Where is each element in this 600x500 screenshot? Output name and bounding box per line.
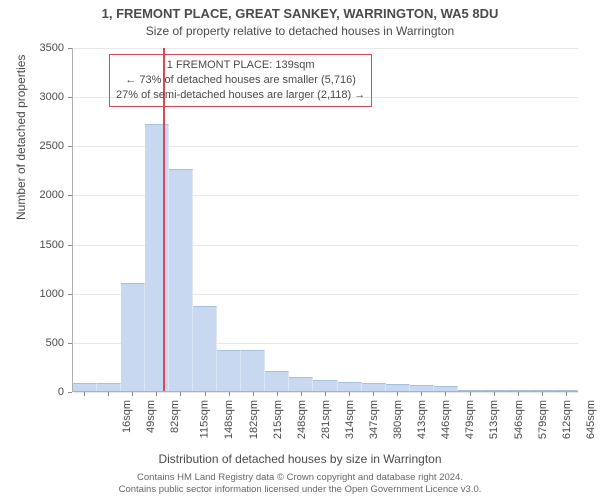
x-tick-label: 115sqm xyxy=(199,400,211,438)
histogram-bar xyxy=(97,383,121,391)
x-tickmark xyxy=(156,392,157,396)
histogram-bar xyxy=(289,377,313,391)
x-tick-label: 380sqm xyxy=(392,400,404,439)
y-axis-ticks: 0500100015002000250030003500 xyxy=(0,48,68,392)
histogram-bar xyxy=(506,390,530,391)
x-tickmark xyxy=(253,392,254,396)
x-tickmark xyxy=(108,392,109,396)
plot-area: 1 FREMONT PLACE: 139sqm ← 73% of detache… xyxy=(72,48,578,392)
histogram-bar xyxy=(217,350,241,391)
x-tick-label: 148sqm xyxy=(224,400,236,439)
x-tick-label: 248sqm xyxy=(296,400,308,439)
x-tickmark xyxy=(229,392,230,396)
x-tickmark xyxy=(421,392,422,396)
histogram-bar xyxy=(362,383,386,391)
x-tick-label: 579sqm xyxy=(537,400,549,439)
x-tickmark xyxy=(542,392,543,396)
y-tick-label: 1000 xyxy=(40,288,64,300)
x-tick-label: 446sqm xyxy=(440,400,452,439)
annotation-line-2: ← 73% of detached houses are smaller (5,… xyxy=(116,73,365,88)
x-tick-label: 16sqm xyxy=(121,400,133,433)
chart-subtitle: Size of property relative to detached ho… xyxy=(0,24,600,38)
x-axis-label: Distribution of detached houses by size … xyxy=(0,452,600,466)
y-tick-label: 3500 xyxy=(40,42,64,54)
x-tickmark xyxy=(518,392,519,396)
histogram-bar xyxy=(482,390,506,391)
histogram-bar xyxy=(530,390,554,391)
y-tick-label: 1500 xyxy=(40,239,64,251)
x-tickmark xyxy=(325,392,326,396)
y-tick-label: 2000 xyxy=(40,189,64,201)
footer-credits: Contains HM Land Registry data © Crown c… xyxy=(0,472,600,496)
histogram-bar xyxy=(73,383,97,391)
chart-title: 1, FREMONT PLACE, GREAT SANKEY, WARRINGT… xyxy=(0,6,600,21)
x-tickmark xyxy=(470,392,471,396)
histogram-bar xyxy=(145,124,169,391)
x-tickmark xyxy=(494,392,495,396)
y-tick-label: 500 xyxy=(46,337,64,349)
footer-line-2: Contains public sector information licen… xyxy=(0,484,600,496)
x-tickmark xyxy=(277,392,278,396)
x-tickmark xyxy=(301,392,302,396)
x-tick-label: 347sqm xyxy=(368,400,380,439)
x-tick-label: 82sqm xyxy=(169,400,181,433)
x-tick-label: 215sqm xyxy=(272,400,284,439)
x-tickmark xyxy=(180,392,181,396)
x-tickmark xyxy=(205,392,206,396)
histogram-bar xyxy=(554,390,578,391)
x-tick-label: 182sqm xyxy=(248,400,260,439)
x-tickmark xyxy=(349,392,350,396)
x-tick-label: 612sqm xyxy=(561,400,573,439)
x-tick-label: 314sqm xyxy=(344,400,356,439)
x-tick-label: 546sqm xyxy=(513,400,525,439)
histogram-bar xyxy=(386,384,410,391)
x-tickmark xyxy=(132,392,133,396)
x-tick-label: 281sqm xyxy=(320,400,332,439)
x-tick-label: 513sqm xyxy=(489,400,501,439)
annotation-line-3: 27% of semi-detached houses are larger (… xyxy=(116,88,365,103)
x-tick-label: 645sqm xyxy=(585,400,597,439)
histogram-bar xyxy=(458,390,482,391)
x-tick-label: 479sqm xyxy=(465,400,477,439)
y-tick-label: 3000 xyxy=(40,91,64,103)
y-tick-label: 0 xyxy=(58,386,64,398)
x-tickmark xyxy=(445,392,446,396)
x-tickmark xyxy=(397,392,398,396)
x-tickmark xyxy=(84,392,85,396)
histogram-bar xyxy=(193,306,217,392)
histogram-bar xyxy=(169,169,193,391)
x-tickmark xyxy=(566,392,567,396)
x-tickmark xyxy=(373,392,374,396)
histogram-bar xyxy=(338,382,362,391)
histogram-bar xyxy=(241,350,265,391)
histogram-bar xyxy=(121,283,145,391)
histogram-bar xyxy=(434,386,458,391)
y-tick-label: 2500 xyxy=(40,140,64,152)
x-axis-ticks: 16sqm 49sqm 82sqm 115sqm 148sqm 182sqm 215sqm 2… xyxy=(72,392,578,452)
annotation-line-1: 1 FREMONT PLACE: 139sqm xyxy=(116,58,365,73)
x-tick-label: 49sqm xyxy=(145,400,157,433)
annotation-box: 1 FREMONT PLACE: 139sqm ← 73% of detache… xyxy=(109,54,372,107)
histogram-bar xyxy=(410,385,434,391)
histogram-bar xyxy=(313,380,337,391)
property-size-chart: 1, FREMONT PLACE, GREAT SANKEY, WARRINGT… xyxy=(0,0,600,500)
y-axis-label: Number of detached properties xyxy=(14,55,28,220)
x-tick-label: 413sqm xyxy=(416,400,428,439)
histogram-bar xyxy=(265,371,289,391)
footer-line-1: Contains HM Land Registry data © Crown c… xyxy=(0,472,600,484)
